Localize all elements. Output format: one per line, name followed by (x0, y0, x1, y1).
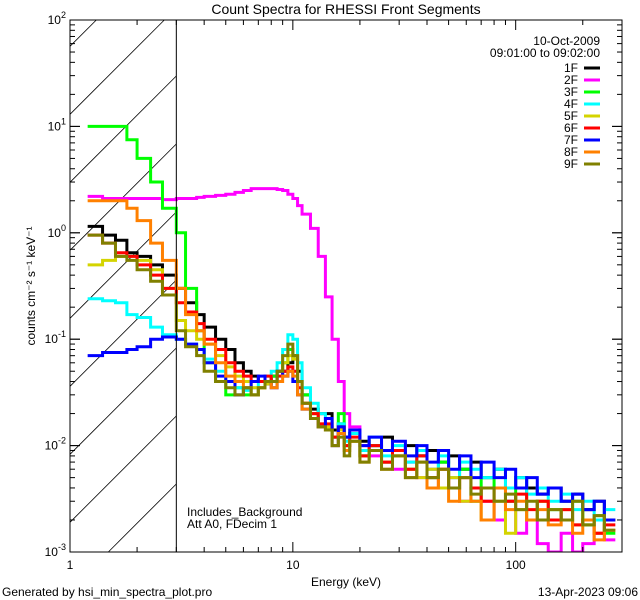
x-tick-label: 1 (67, 558, 74, 572)
y-tick-label: 10-3 (45, 542, 66, 559)
x-tick-label: 100 (506, 558, 526, 572)
y-tick-exponent: 1 (61, 116, 66, 126)
legend-label-6F: 6F (564, 121, 578, 135)
annotation-attenuator: Att A0, FDecim 1 (187, 517, 277, 531)
y-axis-label: counts cm⁻² s⁻¹ keV⁻¹ (24, 226, 38, 345)
chart-title: Count Spectra for RHESSI Front Segments (211, 1, 480, 17)
y-tick-label: 102 (48, 10, 66, 27)
y-tick-base: 10 (48, 119, 62, 133)
annotation-background: Includes_Background (187, 505, 302, 519)
footer-timestamp: 13-Apr-2023 09:06 (538, 585, 638, 599)
y-tick-base: 10 (48, 226, 62, 240)
legend-label-7F: 7F (564, 133, 578, 147)
legend-label-5F: 5F (564, 109, 578, 123)
series-3F (87, 124, 616, 535)
hatch-line (69, 279, 177, 387)
date-label: 10-Oct-2009 (533, 34, 600, 48)
y-tick-label: 101 (48, 116, 66, 133)
y-tick-exponent: -2 (58, 436, 66, 446)
y-tick-base: 10 (45, 545, 59, 559)
legend-label-1F: 1F (564, 61, 578, 75)
hatch-line (69, 415, 177, 523)
y-tick-exponent: -3 (58, 542, 66, 552)
excluded-region-hatch (69, 19, 177, 553)
y-tick-base: 10 (48, 13, 62, 27)
legend-label-8F: 8F (564, 145, 578, 159)
legend-label-4F: 4F (564, 97, 578, 111)
time-range-label: 09:01:00 to 09:02:00 (490, 46, 600, 60)
legend-label-3F: 3F (564, 85, 578, 99)
hatch-line (69, 75, 177, 183)
x-axis-label: Energy (keV) (311, 575, 381, 589)
series-9F (87, 233, 616, 532)
hatch-line (69, 211, 177, 319)
hatch-line (69, 19, 97, 47)
y-tick-label: 10-2 (45, 436, 66, 453)
footer-generated-by: Generated by hsi_min_spectra_plot.pro (2, 585, 212, 599)
y-tick-exponent: 2 (61, 10, 66, 20)
hatch-line (69, 19, 165, 115)
x-tick-label: 10 (286, 558, 300, 572)
y-tick-exponent: -1 (58, 329, 66, 339)
series-2F (87, 187, 616, 552)
y-tick-label: 100 (48, 223, 66, 240)
legend-label-2F: 2F (564, 73, 578, 87)
y-tick-base: 10 (45, 439, 59, 453)
y-tick-base: 10 (45, 332, 59, 346)
hatch-line (69, 347, 177, 455)
legend-label-9F: 9F (564, 157, 578, 171)
hatch-line (108, 483, 177, 553)
y-tick-exponent: 0 (61, 223, 66, 233)
series-1F (87, 224, 616, 522)
y-tick-label: 10-1 (45, 329, 66, 346)
plot-frame (69, 19, 623, 553)
series-7F (87, 335, 616, 522)
